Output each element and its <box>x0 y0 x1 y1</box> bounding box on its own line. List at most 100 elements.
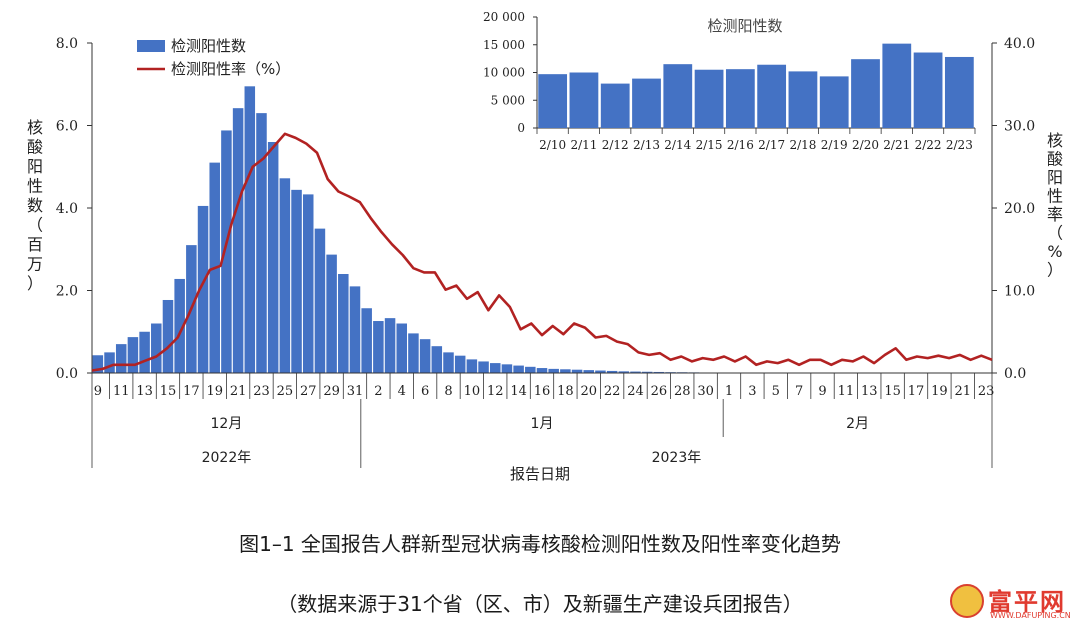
bar <box>127 337 139 373</box>
x-tick-label: 6 <box>421 384 429 399</box>
x-tick-label: 30 <box>697 384 714 399</box>
bar <box>408 333 419 373</box>
inset-x-tick-label: 2/15 <box>696 138 723 152</box>
x-axis-label: 报告日期 <box>510 465 570 483</box>
x-tick-label: 9 <box>818 384 826 399</box>
inset-bar <box>913 52 943 128</box>
left-axis-label-char: 核 <box>27 118 43 137</box>
bar <box>115 344 127 373</box>
left-axis-label-char: ） <box>27 274 43 293</box>
x-tick-label: 3 <box>748 384 756 399</box>
bar <box>653 371 665 373</box>
bar <box>151 323 162 373</box>
x-tick-label: 18 <box>557 384 574 399</box>
bar <box>548 368 559 373</box>
inset-x-tick-label: 2/18 <box>789 138 816 152</box>
x-tick-label: 23 <box>978 384 995 399</box>
left-axis-label-char: 阳 <box>27 157 43 176</box>
inset-bar <box>788 71 818 128</box>
bar <box>454 355 466 373</box>
bar <box>431 346 443 373</box>
x-tick-label: 15 <box>160 384 177 399</box>
inset-x-tick-label: 2/11 <box>570 138 597 152</box>
x-tick-label: 14 <box>510 384 527 399</box>
inset-x-tick-label: 2/12 <box>602 138 629 152</box>
x-tick-label: 19 <box>931 384 948 399</box>
x-tick-label: 20 <box>580 384 597 399</box>
legend-line-label: 检测阳性率（%） <box>171 60 290 78</box>
right-axis-label-char: （ <box>1047 224 1063 243</box>
x-year-label: 2023年 <box>652 450 702 466</box>
bar <box>174 278 185 373</box>
right-axis-label-char: ） <box>1047 261 1063 280</box>
x-tick-label: 9 <box>94 384 102 399</box>
x-tick-label: 26 <box>651 384 668 399</box>
x-tick-label: 21 <box>230 384 247 399</box>
bar <box>513 365 524 373</box>
bar <box>326 254 337 373</box>
x-tick-label: 7 <box>795 384 803 399</box>
x-tick-label: 25 <box>277 384 294 399</box>
bar <box>571 369 583 373</box>
bar <box>595 370 606 373</box>
x-tick-label: 13 <box>136 384 153 399</box>
left-axis-tick-label: 0.0 <box>56 366 78 382</box>
bar <box>641 371 653 373</box>
inset-bar <box>600 83 630 128</box>
right-axis-label-char: 阳 <box>1047 168 1063 187</box>
inset-y-tick-label: 0 <box>517 121 525 135</box>
x-tick-label: 1 <box>725 384 733 399</box>
inset-y-tick-label: 5 000 <box>491 93 525 107</box>
x-tick-label: 11 <box>838 384 855 399</box>
bar <box>630 371 641 373</box>
positive-rate-line <box>91 132 993 372</box>
inset-bar <box>538 74 568 128</box>
left-axis-label-char: 万 <box>27 255 43 274</box>
right-axis-tick-label: 10.0 <box>1004 284 1035 300</box>
x-tick-label: 22 <box>604 384 621 399</box>
inset-bar <box>944 56 974 128</box>
x-month-label: 12月 <box>211 416 243 432</box>
inset-bar <box>882 43 912 128</box>
x-tick-label: 21 <box>955 384 972 399</box>
legend-bar-swatch <box>137 40 165 52</box>
left-axis-tick-label: 6.0 <box>56 119 78 135</box>
inset-y-tick-label: 20 000 <box>483 10 525 24</box>
bar <box>349 286 361 373</box>
left-axis-label-char: 数 <box>27 196 43 215</box>
watermark-logo-icon <box>950 584 984 618</box>
bar <box>501 364 513 373</box>
legend-bar-label: 检测阳性数 <box>171 37 246 55</box>
inset-x-tick-label: 2/19 <box>821 138 848 152</box>
left-axis-label-char: 百 <box>27 235 43 254</box>
bar <box>396 323 407 373</box>
inset-bar <box>819 76 849 128</box>
inset-title: 检测阳性数 <box>707 17 782 35</box>
bar <box>221 130 232 373</box>
left-axis-tick-label: 8.0 <box>56 36 78 52</box>
right-axis-label-char: 酸 <box>1047 150 1063 169</box>
bar <box>302 194 314 373</box>
x-tick-label: 8 <box>444 384 452 399</box>
chart: 0.02.04.06.08.00.010.020.030.040.09 11 13 1… <box>27 10 1063 483</box>
bar <box>139 331 150 373</box>
bar <box>232 108 244 374</box>
left-axis-tick-label: 2.0 <box>56 284 78 300</box>
bar <box>583 370 595 373</box>
x-tick-label: 10 <box>464 384 481 399</box>
bar <box>536 368 548 373</box>
watermark-url: WWW.DAFUPING.CN <box>990 611 1071 620</box>
inset-y-tick-label: 10 000 <box>483 66 525 80</box>
x-tick-label: 11 <box>113 384 130 399</box>
bar <box>267 142 279 373</box>
x-tick-label: 13 <box>861 384 878 399</box>
left-axis-label-char: （ <box>27 216 43 235</box>
inset-bar <box>694 69 724 128</box>
bar <box>256 113 267 373</box>
bar <box>525 366 536 373</box>
inset-bar <box>851 59 880 128</box>
inset-x-tick-label: 2/16 <box>727 138 754 152</box>
x-tick-label: 5 <box>772 384 780 399</box>
inset-x-tick-label: 2/21 <box>883 138 910 152</box>
x-tick-label: 4 <box>398 384 406 399</box>
